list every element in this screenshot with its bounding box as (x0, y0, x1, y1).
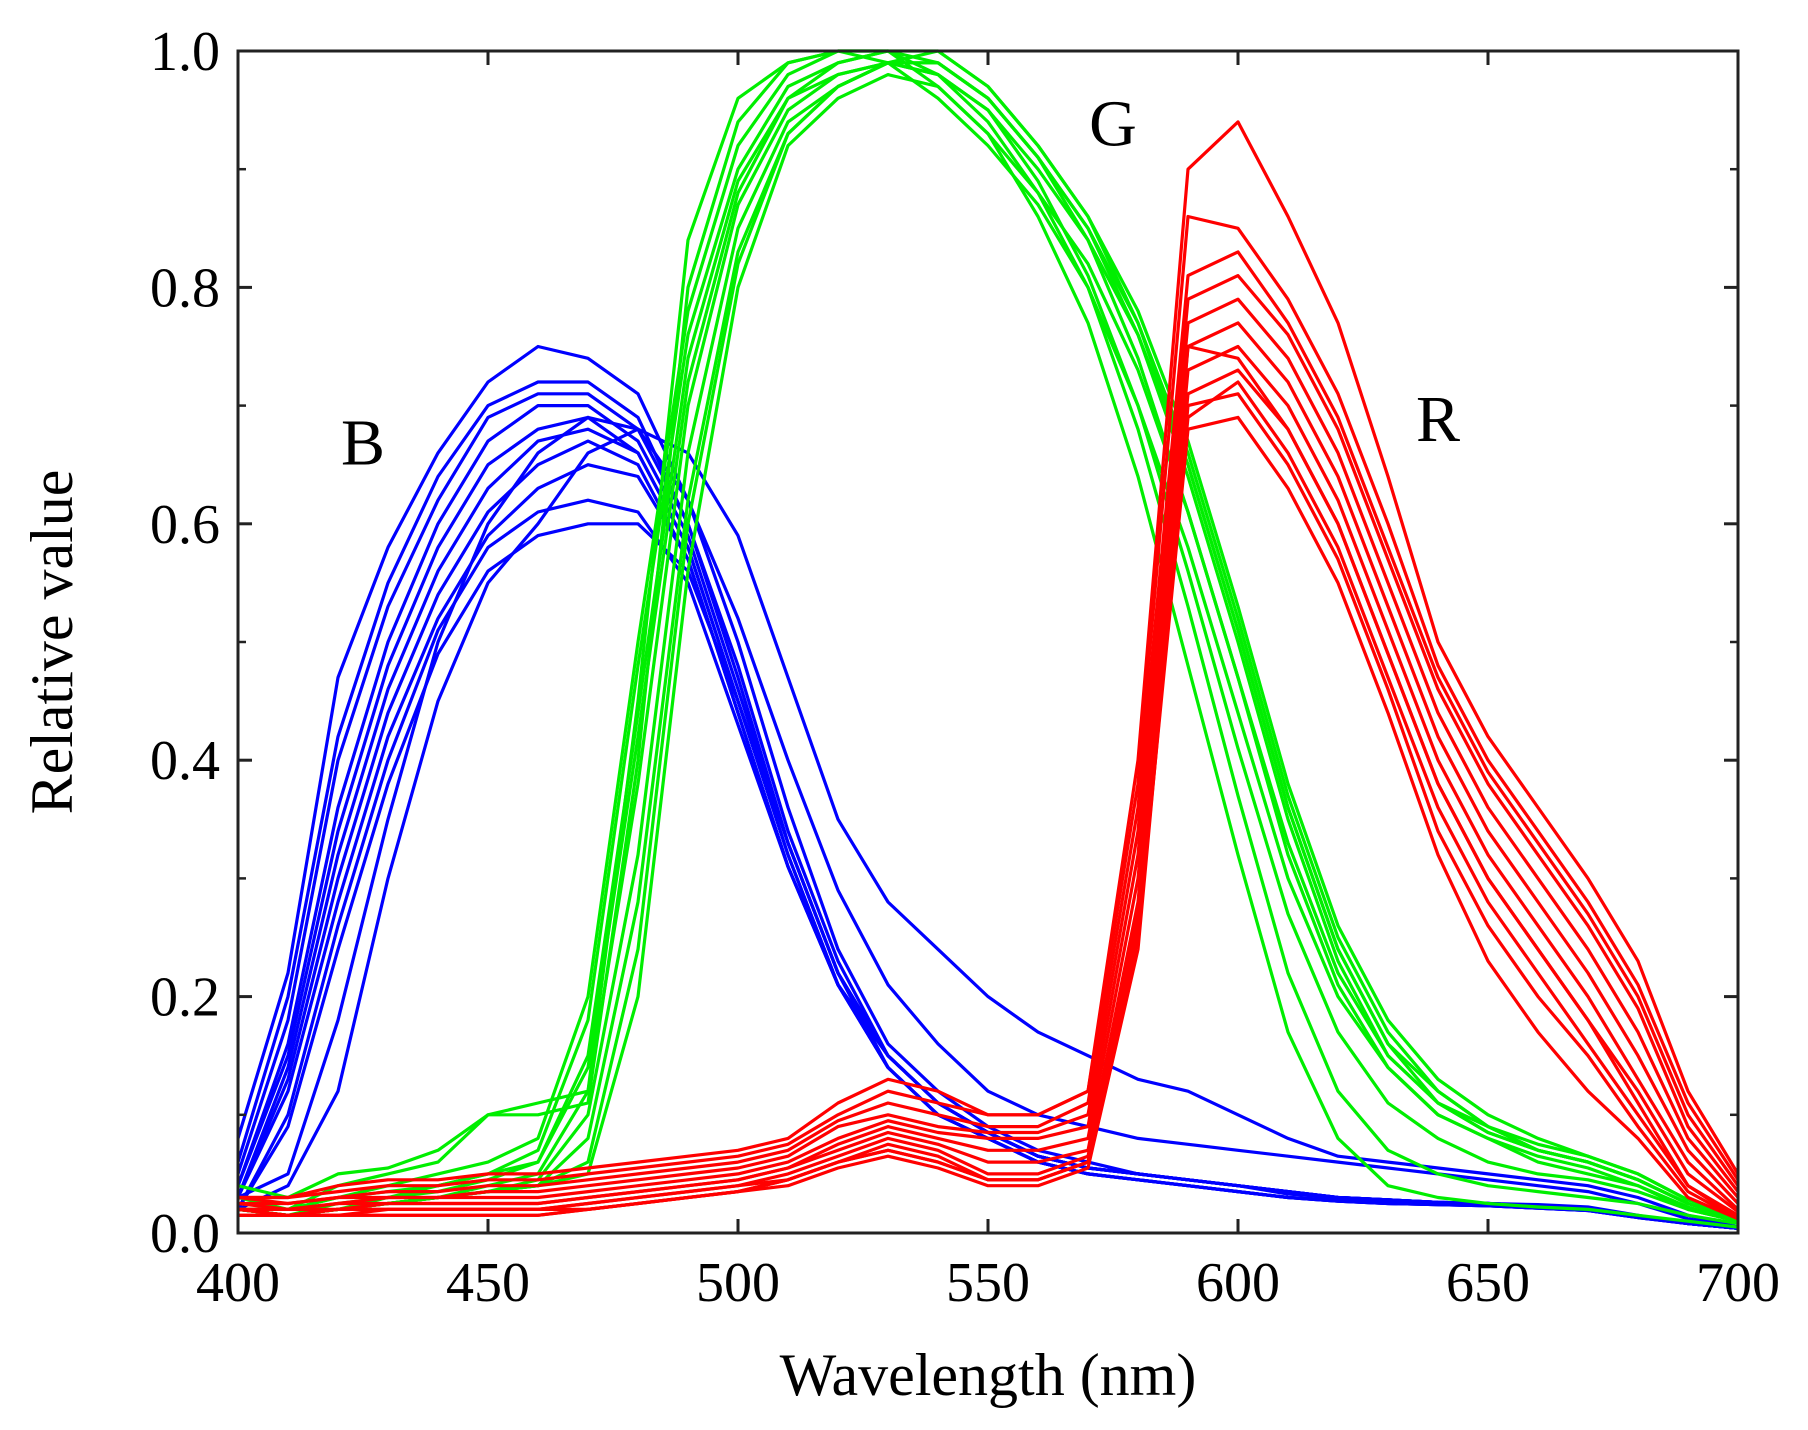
x-tick-label: 700 (1696, 1252, 1780, 1314)
series-R-curve-5 (237, 297, 1740, 1212)
series-G-curve-2 (237, 49, 1739, 1221)
tick-layer: 400 450 500 550 600 650 700 0.0 0.2 0.4 0.6 0.8 1.0 (150, 21, 1780, 1314)
y-tick-label: 0.8 (150, 257, 220, 319)
series-layer (236, 49, 1740, 1230)
series-R-curve-2 (238, 214, 1740, 1200)
series-R-curve-8 (237, 368, 1739, 1217)
y-tick-label: 1.0 (150, 21, 220, 83)
series-R (237, 120, 1740, 1221)
series-B-curve-12 (237, 415, 1739, 1229)
series-R-curve-1 (238, 120, 1740, 1200)
series-label-G: G (1089, 88, 1137, 161)
series-G-curve-3 (238, 49, 1739, 1221)
series-label-B: B (341, 407, 385, 480)
series-G-curve-10 (237, 72, 1739, 1229)
x-tick-label: 650 (1446, 1252, 1530, 1314)
x-tick-label: 500 (696, 1252, 780, 1314)
x-tick-label: 400 (196, 1252, 280, 1314)
series-label-R: R (1416, 383, 1460, 456)
series-B-curve-6 (236, 427, 1739, 1230)
series-R-curve-3 (237, 250, 1740, 1206)
x-axis-label: Wavelength (nm) (780, 1342, 1197, 1408)
label-layer: Wavelength (nm) Relative value B G R (19, 88, 1460, 1408)
y-axis-label: Relative value (19, 470, 85, 815)
series-G-curve-4 (238, 49, 1739, 1219)
series-B (236, 344, 1739, 1230)
series-R-curve-4 (238, 274, 1740, 1206)
series-R-curve-7 (238, 344, 1740, 1212)
x-tick-label: 450 (446, 1252, 530, 1314)
series-B-curve-5 (236, 415, 1739, 1230)
series-B-curve-10 (236, 522, 1739, 1230)
series-B-curve-3 (236, 392, 1739, 1230)
series-B-curve-11 (237, 427, 1739, 1229)
y-tick-label: 0.4 (150, 730, 220, 792)
y-tick-label: 0.0 (150, 1203, 220, 1265)
y-tick-label: 0.2 (150, 967, 220, 1029)
series-R-curve-12 (238, 344, 1739, 1221)
y-tick-label: 0.6 (150, 494, 220, 556)
series-G-curve-7 (237, 49, 1739, 1221)
series-G-curve-5 (237, 49, 1739, 1219)
series-B-curve-1 (236, 344, 1739, 1230)
series-G-curve-1 (237, 49, 1739, 1223)
x-tick-label: 600 (1196, 1252, 1280, 1314)
x-tick-label: 550 (946, 1252, 1030, 1314)
series-B-curve-7 (236, 439, 1739, 1230)
